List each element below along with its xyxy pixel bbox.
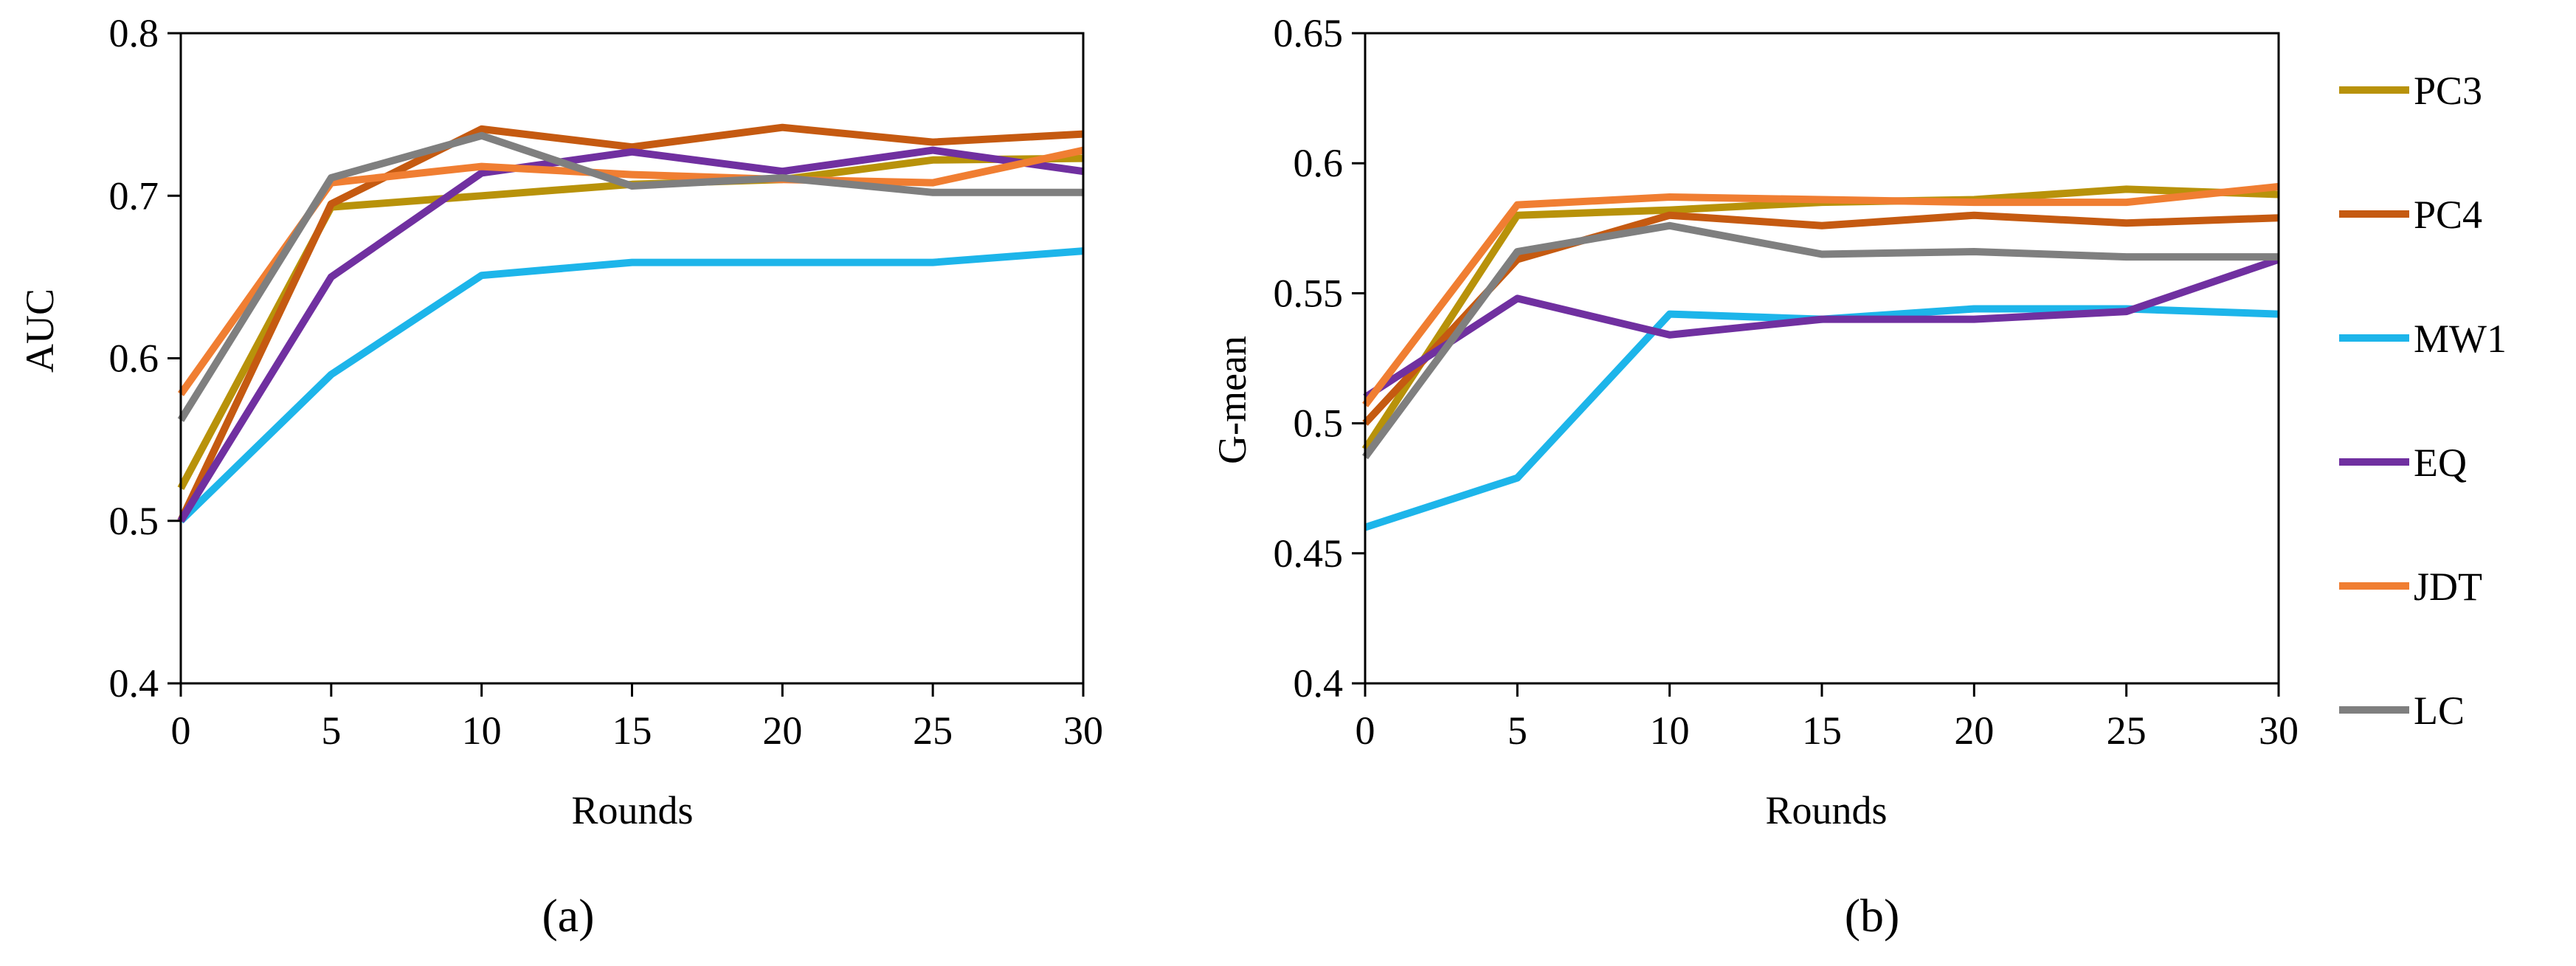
gmean-series-line-eq (1363, 255, 2280, 401)
gmean-y-tick-label: 0.5 (1294, 401, 1344, 446)
auc-x-tick-label: 0 (171, 708, 191, 753)
auc-x-tick-label: 15 (612, 708, 652, 753)
auc-y-tick-label: 0.4 (109, 661, 159, 705)
legend-label-mw1: MW1 (2414, 317, 2507, 361)
auc-y-tick-label: 0.7 (109, 173, 159, 218)
auc-series-line-eq (177, 146, 1084, 523)
legend-label-pc4: PC4 (2414, 193, 2482, 237)
auc-y-tick-label: 0.5 (109, 499, 159, 543)
auc-y-tick-label: 0.6 (109, 337, 159, 381)
auc-x-tick-label: 5 (321, 708, 341, 753)
legend-label-eq: EQ (2414, 441, 2467, 485)
auc-y-tick-label: 0.8 (109, 11, 159, 55)
gmean-y-tick-label: 0.45 (1274, 531, 1344, 576)
auc-x-tick-label: 25 (913, 708, 953, 753)
auc-x-axis-title: Rounds (571, 788, 693, 832)
legend: PC3 PC4 MW1 EQ JDT LC (2339, 69, 2507, 733)
gmean-x-tick-label: 0 (1356, 708, 1375, 753)
gmean-x-axis-title: Rounds (1765, 788, 1887, 832)
chart-panel-auc: 0 5 10 15 20 25 30 0.4 0.5 0.6 0.7 0.8 AUC Rounds (… (18, 11, 1103, 942)
legend-label-pc3: PC3 (2414, 69, 2482, 113)
auc-y-axis-title: AUC (18, 289, 62, 373)
gmean-x-tick-label: 20 (1954, 708, 1994, 753)
legend-label-jdt: JDT (2414, 565, 2482, 609)
gmean-series-line-jdt (1362, 182, 2279, 407)
gmean-series-line-pc4 (1362, 211, 2279, 427)
gmean-x-tick-label: 30 (2259, 708, 2299, 753)
gmean-x-tick-label: 15 (1802, 708, 1842, 753)
panel-label-a: (a) (542, 889, 594, 942)
gmean-y-tick-label: 0.55 (1274, 271, 1344, 315)
gmean-y-tick-label: 0.6 (1294, 141, 1344, 185)
auc-plot-marks: 0 5 10 15 20 25 30 0.4 0.5 0.6 0.7 0.8 (109, 11, 1104, 753)
auc-series-line-mw1 (178, 247, 1084, 524)
auc-x-tick-label: 10 (462, 708, 502, 753)
gmean-y-axis-title: G-mean (1210, 336, 1254, 464)
gmean-y-tick-label: 0.4 (1294, 661, 1344, 705)
auc-x-tick-label: 30 (1063, 708, 1103, 753)
gmean-plot-marks: 0 5 10 15 20 25 30 0.4 0.45 0.5 0.55 0.6 0.65 (1274, 11, 2299, 753)
chart-panel-gmean: 0 5 10 15 20 25 30 0.4 0.45 0.5 0.55 0.6 0.65 G-mean… (1210, 11, 2299, 942)
legend-label-lc: LC (2414, 689, 2465, 733)
auc-series-line-pc4 (177, 123, 1084, 522)
gmean-x-tick-label: 10 (1650, 708, 1690, 753)
gmean-x-tick-label: 25 (2107, 708, 2147, 753)
gmean-series-line-lc (1361, 221, 2279, 460)
gmean-x-tick-label: 5 (1508, 708, 1527, 753)
auc-x-tick-label: 20 (762, 708, 802, 753)
gmean-y-tick-label: 0.65 (1274, 11, 1344, 55)
panel-label-b: (b) (1845, 889, 1900, 942)
auc-series-line-lc (177, 131, 1083, 422)
